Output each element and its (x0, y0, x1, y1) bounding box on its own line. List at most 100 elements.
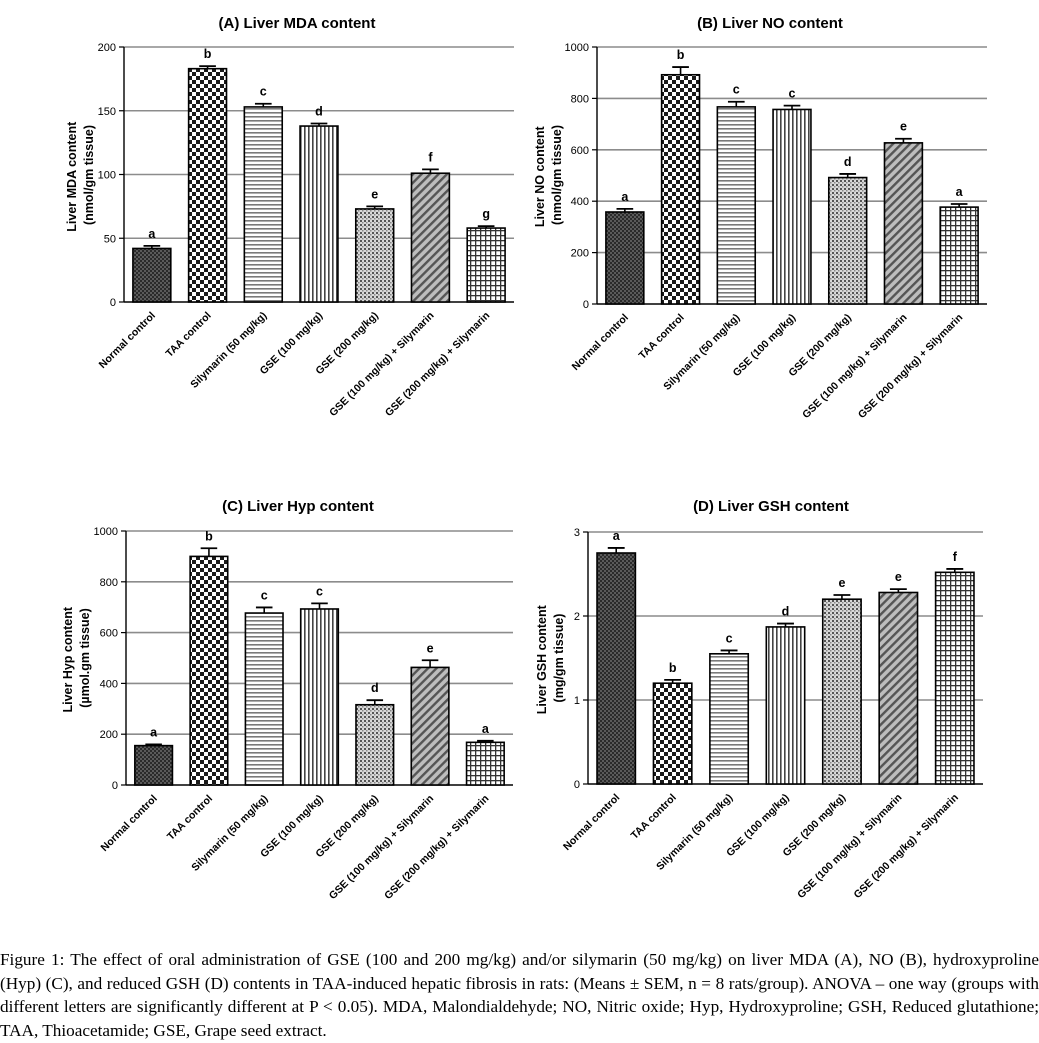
x-tick-label: GSE (200 mg/kg) + Silymarin (852, 792, 961, 901)
bar (134, 744, 174, 786)
bar (410, 172, 451, 303)
panel-d-liver-gsh: (D) Liver GSH content Liver GSH content … (535, 498, 983, 901)
bar (709, 652, 750, 785)
significance-letter: d (371, 681, 379, 695)
y-tick-label: 0 (574, 779, 580, 791)
significance-letter: e (838, 576, 845, 590)
significance-letter: b (205, 529, 213, 543)
bar (596, 552, 637, 785)
y-tick-label: 1000 (94, 526, 118, 538)
bar (821, 598, 862, 785)
y-axis-label-line-2: (µmol.gm tissue) (78, 608, 92, 708)
bar (465, 741, 505, 786)
panel-title: (C) Liver Hyp content (222, 498, 374, 515)
bar (878, 591, 919, 785)
figure-panels: (A) Liver MDA content Liver MDA content … (61, 15, 987, 902)
significance-letter: c (261, 588, 268, 602)
significance-letter: d (782, 605, 790, 619)
y-axis-label-line-1: Liver Hyp content (61, 606, 75, 712)
significance-letter: d (315, 105, 323, 119)
y-tick-label: 1000 (565, 42, 589, 54)
bar (716, 106, 757, 305)
panel-title: (D) Liver GSH content (693, 498, 849, 515)
significance-letter: e (371, 187, 378, 201)
bar (466, 227, 506, 303)
y-tick-label: 0 (583, 299, 589, 311)
y-axis-label-line-2: (nmol/gm tissue) (82, 125, 96, 225)
y-tick-label: 200 (571, 248, 589, 260)
y-axis-label-line-1: Liver GSH content (535, 604, 549, 714)
x-tick-label: GSE (100 mg/kg) + Silymarin (795, 792, 904, 901)
y-tick-label: 0 (110, 297, 116, 309)
y-axis-label-line-2: (nmol/gm tissue) (550, 125, 564, 225)
panel-title: (B) Liver NO content (697, 15, 843, 32)
panel-c-liver-hyp: (C) Liver Hyp content Liver Hyp content … (61, 498, 513, 902)
significance-letter: e (895, 570, 902, 584)
bar (299, 125, 339, 303)
significance-letter: c (733, 83, 740, 97)
y-axis-label: Liver Hyp content (µmol.gm tissue) (61, 603, 92, 712)
bar (660, 73, 701, 305)
x-tick-label: Normal control (570, 312, 631, 373)
bar (132, 247, 172, 303)
figure-caption: Figure 1: The effect of oral administrat… (0, 948, 1039, 1042)
panel-b-liver-no: (B) Liver NO content Liver NO content (n… (533, 15, 987, 421)
y-axis-label-line-2: (mg/gm tissue) (552, 614, 566, 703)
bar (605, 211, 645, 305)
y-tick-label: 400 (100, 678, 118, 690)
x-tick-label: Normal control (97, 310, 158, 371)
bar (355, 703, 395, 786)
y-tick-label: 800 (571, 93, 589, 105)
y-tick-label: 3 (574, 527, 580, 539)
significance-letter: c (726, 631, 733, 645)
y-tick-label: 600 (571, 145, 589, 157)
significance-letter: a (148, 227, 156, 241)
caption-text: The effect of oral administration of GSE… (0, 950, 1039, 1040)
y-axis-label: Liver NO content (nmol/gm tissue) (533, 123, 564, 227)
significance-letter: a (621, 190, 629, 204)
significance-letter: a (613, 529, 621, 543)
significance-letter: g (482, 207, 490, 221)
significance-letter: a (150, 725, 158, 739)
significance-letter: b (204, 47, 212, 61)
x-tick-label: TAA control (629, 792, 679, 842)
bar (410, 666, 450, 786)
panel-a-liver-mda: (A) Liver MDA content Liver MDA content … (65, 15, 514, 419)
significance-letter: b (677, 48, 685, 62)
significance-letter: f (953, 550, 958, 564)
x-tick-label: GSE (200 mg/kg) + Silymarin (383, 310, 492, 419)
x-tick-label: Normal control (98, 793, 159, 854)
significance-letter: c (260, 85, 267, 99)
x-tick-label: GSE (100 mg/kg) + Silymarin (327, 310, 436, 419)
x-tick-label: TAA control (165, 793, 215, 843)
bar (883, 142, 924, 305)
y-tick-label: 2 (574, 611, 580, 623)
bar (299, 608, 340, 786)
y-tick-label: 600 (100, 628, 118, 640)
y-tick-label: 200 (100, 729, 118, 741)
y-axis-label-line-1: Liver NO content (533, 126, 547, 228)
bar (244, 612, 284, 786)
significance-letter: d (844, 155, 852, 169)
y-axis-label: Liver GSH content (mg/gm tissue) (535, 602, 566, 715)
bar (354, 208, 395, 303)
x-tick-label: TAA control (637, 312, 687, 362)
bar (243, 106, 284, 303)
y-tick-label: 150 (98, 106, 116, 118)
significance-letter: b (669, 661, 677, 675)
x-tick-label: GSE (100 mg/kg) + Silymarin (327, 793, 436, 902)
significance-letter: e (427, 641, 434, 655)
bar (827, 176, 868, 305)
y-tick-label: 50 (104, 233, 116, 245)
x-tick-label: TAA control (164, 310, 214, 360)
y-tick-label: 400 (571, 196, 589, 208)
y-tick-label: 1 (574, 695, 580, 707)
y-tick-label: 100 (98, 170, 116, 182)
bar (939, 206, 979, 305)
significance-letter: a (482, 722, 490, 736)
bar (189, 555, 229, 786)
significance-letter: c (316, 584, 323, 598)
bar (934, 571, 975, 785)
y-tick-label: 800 (100, 577, 118, 589)
panel-title: (A) Liver MDA content (219, 15, 376, 32)
